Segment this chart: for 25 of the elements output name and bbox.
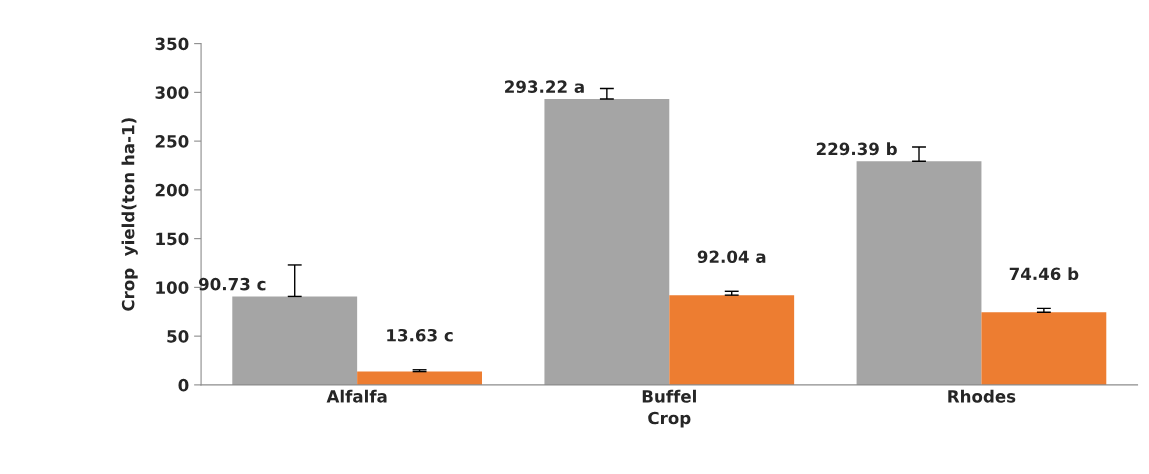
y-axis-title: Crop yield(ton ha-1) <box>121 118 138 311</box>
data-label: 92.04 a <box>697 250 766 264</box>
data-label: 74.46 b <box>1009 267 1079 281</box>
x-tick-label: Buffel <box>642 389 696 403</box>
y-tick-label: 100 <box>156 281 189 294</box>
x-axis-title: Crop <box>648 411 691 428</box>
bar <box>544 98 670 385</box>
y-tick-label: 300 <box>155 86 189 99</box>
y-tick-label: 0 <box>178 378 189 392</box>
bar <box>232 296 358 385</box>
y-tick-label: 50 <box>167 330 189 343</box>
bar <box>357 371 483 385</box>
x-tick-label: Rhodes <box>948 389 1016 403</box>
y-tick-label: 350 <box>155 37 189 51</box>
data-label: 13.63 c <box>387 328 453 342</box>
y-tick-label: 250 <box>155 135 189 148</box>
data-label: 90.73 c <box>198 277 266 291</box>
x-tick-label: Alfalfa <box>326 389 387 403</box>
data-label: 229.39 b <box>816 142 897 156</box>
bar <box>981 312 1107 385</box>
y-tick-label: 150 <box>156 232 189 246</box>
data-label: 293.22 a <box>505 80 584 93</box>
bar <box>856 161 982 385</box>
bar <box>669 295 795 385</box>
y-tick-label: 200 <box>155 183 189 197</box>
